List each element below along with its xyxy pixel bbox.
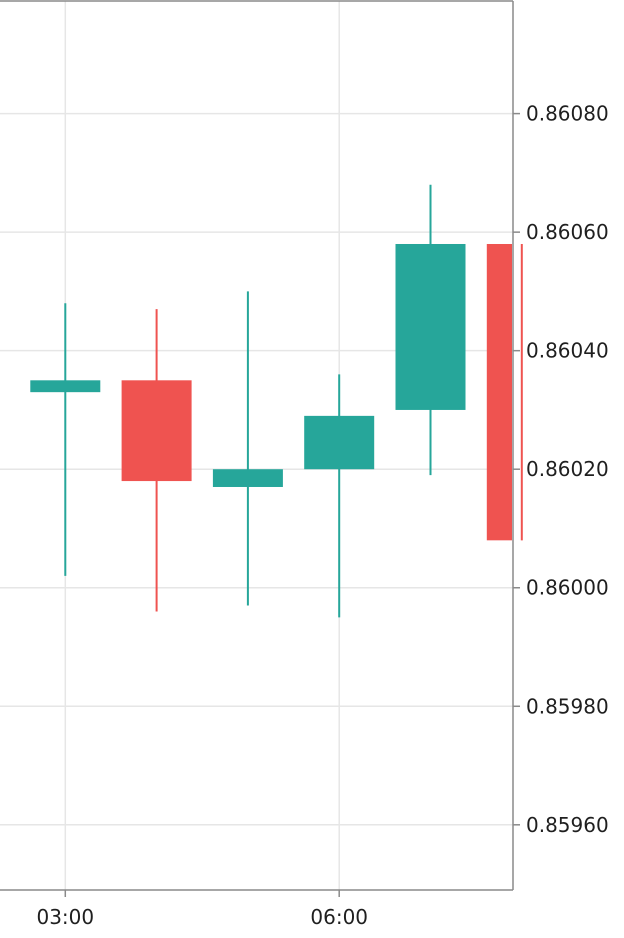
grid (0, 1, 513, 890)
candle-up (395, 184, 466, 476)
y-tick-label: 0.85960 (526, 813, 609, 837)
candle-body (121, 380, 192, 482)
candles (30, 184, 523, 618)
y-tick-label: 0.86040 (526, 339, 609, 363)
candle-body (212, 469, 283, 487)
x-tick-label: 03:00 (36, 905, 94, 929)
y-axis-ticks: 0.85960 0.85980 0.86000 0.86020 0.86040 0.860… (513, 102, 609, 837)
y-tick-label: 0.86000 (526, 576, 609, 600)
candle-body (30, 380, 101, 393)
y-tick-label: 0.86060 (526, 220, 609, 244)
y-tick-label: 0.86020 (526, 457, 609, 481)
y-tick-label: 0.85980 (526, 694, 609, 718)
candle-down (486, 243, 523, 541)
x-tick-label: 06:00 (310, 905, 368, 929)
candle-down (121, 309, 192, 612)
candle-body (304, 415, 375, 470)
candle-up (30, 303, 101, 576)
candle-body (486, 243, 512, 541)
candle-up (304, 374, 375, 618)
candle-up (212, 291, 283, 606)
candle-body (395, 243, 466, 410)
x-axis-ticks: 03:00 06:00 (36, 890, 368, 929)
y-tick-label: 0.86080 (526, 102, 609, 126)
